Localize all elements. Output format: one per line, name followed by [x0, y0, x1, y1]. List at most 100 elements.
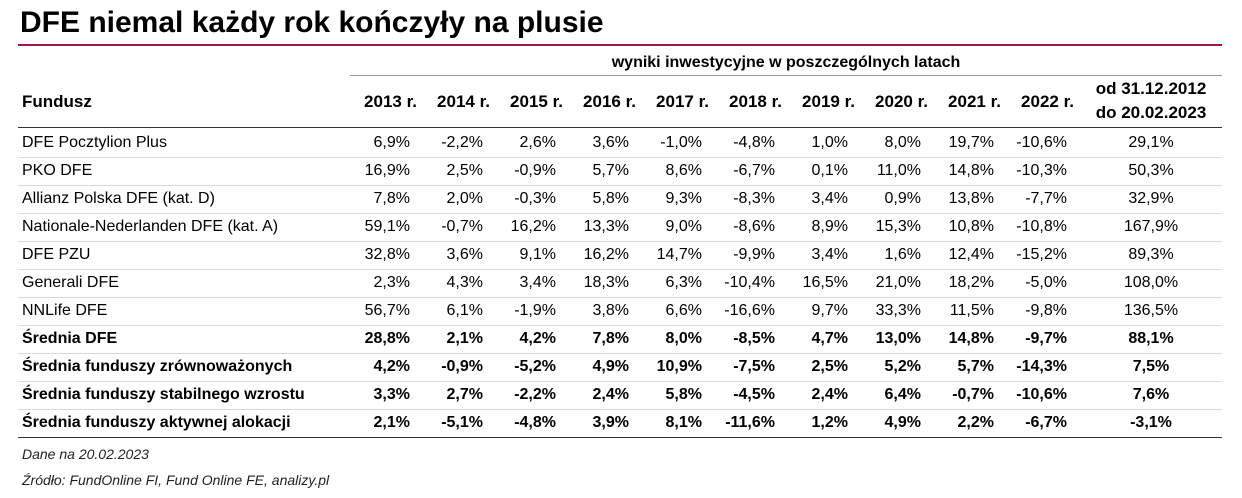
cell-value: 2,4%: [592, 386, 629, 403]
cell-value: 56,7%: [364, 302, 410, 319]
cell-value: 7,6%: [1132, 386, 1170, 403]
cell-value: 2,1%: [373, 414, 410, 431]
cell-value: 2,5%: [811, 358, 848, 375]
cell-value: 3,4%: [519, 274, 556, 291]
cell-value: -0,7%: [441, 218, 483, 235]
cell-value: 9,7%: [811, 302, 848, 319]
cell-value: 0,1%: [811, 162, 848, 179]
cell-value: 8,6%: [665, 162, 702, 179]
cell-value: 9,0%: [665, 218, 702, 235]
cell-value: 7,8%: [373, 190, 410, 207]
cell-value: -10,3%: [1016, 162, 1067, 179]
cell-value: 3,6%: [592, 134, 629, 151]
title: DFE niemal każdy rok kończyły na plusie: [20, 6, 604, 39]
cell-value: 5,2%: [884, 358, 921, 375]
cell-value: 29,1%: [1128, 134, 1174, 151]
cell-value: 0,9%: [884, 190, 921, 207]
cell-value: 14,8%: [948, 330, 994, 347]
row-label: Średnia funduszy aktywnej alokacji: [22, 414, 291, 431]
row-label: Średnia funduszy zrównoważonych: [22, 358, 293, 375]
column-header: 2015 r.: [510, 92, 563, 111]
cell-value: -5,0%: [1025, 274, 1067, 291]
cell-value: 1,0%: [811, 134, 848, 151]
cell-value: 8,9%: [811, 218, 848, 235]
cell-value: 33,3%: [875, 302, 921, 319]
cell-value: 2,1%: [446, 330, 483, 347]
column-header: 2018 r.: [729, 92, 782, 111]
cell-value: 136,5%: [1123, 302, 1179, 319]
row-label: DFE Pocztylion Plus: [22, 134, 167, 151]
cell-value: 2,4%: [811, 386, 848, 403]
group-header: wyniki inwestycyjne w poszczególnych lat…: [611, 54, 961, 71]
cell-value: 7,5%: [1132, 358, 1170, 375]
cell-value: 4,9%: [592, 358, 629, 375]
cell-value: 6,1%: [446, 302, 483, 319]
cell-value: -10,4%: [724, 274, 775, 291]
cell-value: 6,4%: [884, 386, 921, 403]
column-header: Fundusz: [22, 92, 92, 111]
row-label: NNLife DFE: [22, 302, 108, 319]
cell-value: 19,7%: [948, 134, 994, 151]
cell-value: 3,8%: [592, 302, 629, 319]
title-rule: [18, 44, 1222, 46]
row-rule: [18, 381, 1222, 382]
cell-value: 10,8%: [948, 218, 994, 235]
row-label: Generali DFE: [22, 274, 119, 291]
cell-value: 8,1%: [665, 414, 702, 431]
cell-value: 3,3%: [373, 386, 410, 403]
cell-value: 3,6%: [446, 246, 483, 263]
cell-value: 18,2%: [948, 274, 994, 291]
note: Dane na 20.02.2023: [22, 446, 149, 462]
cell-value: 9,1%: [519, 246, 556, 263]
cell-value: -4,8%: [733, 134, 775, 151]
group-rule: [350, 75, 1222, 76]
cell-value: 16,9%: [364, 162, 410, 179]
row-rule: [18, 325, 1222, 326]
row-rule: [18, 241, 1222, 242]
cell-value: -9,9%: [733, 246, 775, 263]
cell-value: -1,9%: [514, 302, 556, 319]
cell-value: 11,0%: [876, 162, 921, 179]
cell-value: -11,6%: [725, 414, 775, 431]
cell-value: -2,2%: [514, 386, 556, 403]
cell-value: 5,7%: [592, 162, 629, 179]
cell-value: 4,9%: [884, 414, 921, 431]
cell-value: 6,9%: [373, 134, 410, 151]
cell-value: 13,3%: [583, 218, 629, 235]
cell-value: -8,6%: [733, 218, 775, 235]
row-rule: [18, 157, 1222, 158]
cell-value: 8,0%: [884, 134, 921, 151]
cell-value: 14,7%: [656, 246, 702, 263]
row-rule: [18, 297, 1222, 298]
column-header: od 31.12.2012: [1095, 79, 1207, 98]
cell-value: -9,8%: [1025, 302, 1067, 319]
column-header: 2014 r.: [437, 92, 490, 111]
cell-value: 6,6%: [665, 302, 702, 319]
cell-value: -10,8%: [1016, 218, 1067, 235]
cell-value: 18,3%: [583, 274, 629, 291]
row-label: PKO DFE: [22, 162, 93, 179]
column-header: 2013 r.: [364, 92, 417, 111]
column-header: 2020 r.: [875, 92, 928, 111]
cell-value: -8,5%: [733, 330, 775, 347]
cell-value: 167,9%: [1123, 218, 1179, 235]
cell-value: -6,7%: [1025, 414, 1067, 431]
cell-value: 5,8%: [592, 190, 629, 207]
row-rule: [18, 269, 1222, 270]
cell-value: 2,3%: [373, 274, 410, 291]
cell-value: -9,7%: [1025, 330, 1067, 347]
cell-value: 2,5%: [446, 162, 483, 179]
column-header: 2021 r.: [948, 92, 1001, 111]
cell-value: -7,5%: [733, 358, 775, 375]
cell-value: 8,0%: [665, 330, 702, 347]
column-header: 2017 r.: [656, 92, 709, 111]
cell-value: -0,9%: [514, 162, 556, 179]
cell-value: 14,8%: [948, 162, 994, 179]
cell-value: 89,3%: [1128, 246, 1174, 263]
table-bottom-rule: [18, 437, 1222, 438]
cell-value: -7,7%: [1025, 190, 1067, 207]
cell-value: 59,1%: [364, 218, 410, 235]
cell-value: 5,7%: [957, 358, 994, 375]
cell-value: -15,2%: [1016, 246, 1067, 263]
